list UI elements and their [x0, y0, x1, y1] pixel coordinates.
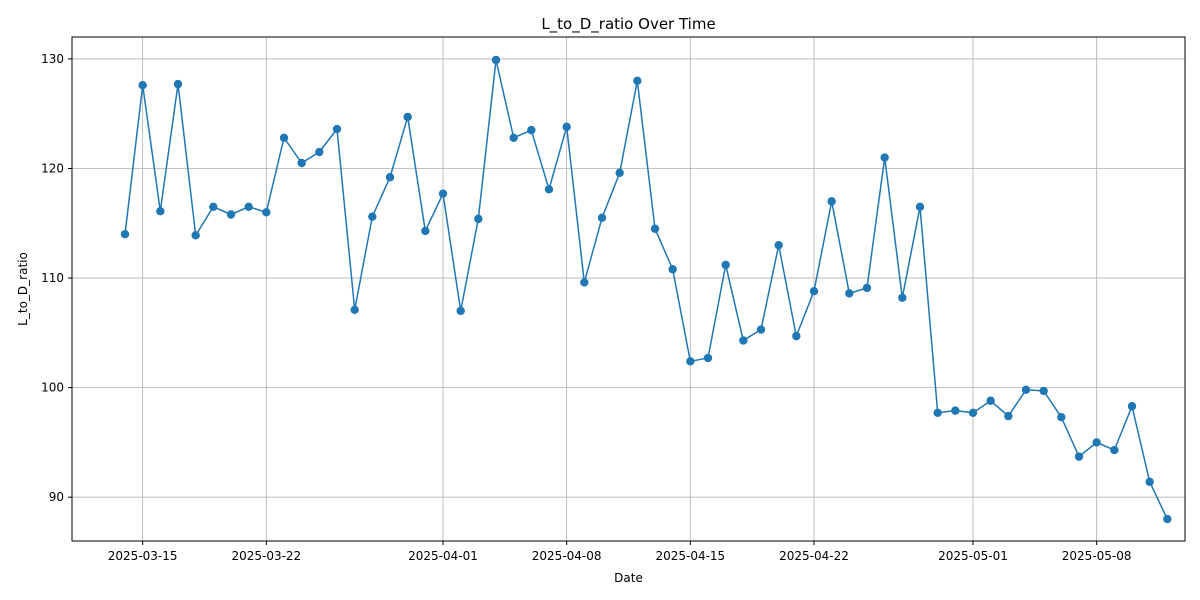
y-tick-label: 130	[41, 52, 64, 66]
y-tick-label: 100	[41, 381, 64, 395]
data-point	[491, 55, 501, 65]
data-point	[721, 260, 730, 270]
data-point	[1127, 402, 1137, 411]
x-axis-label: Date	[614, 571, 643, 585]
data-point	[403, 112, 412, 122]
data-point	[615, 168, 624, 178]
data-point	[509, 133, 518, 142]
data-point	[438, 189, 448, 198]
x-tick-label: 2025-05-01	[938, 549, 1008, 563]
data-point	[951, 406, 960, 415]
data-point	[739, 336, 748, 345]
data-point	[650, 224, 660, 233]
data-point	[1021, 385, 1031, 394]
x-tick-label: 2025-04-01	[408, 549, 478, 563]
data-point	[350, 305, 359, 315]
data-point	[368, 212, 377, 221]
chart-title: L_to_D_ratio Over Time	[541, 15, 715, 34]
x-tick-label: 2025-03-15	[108, 549, 178, 563]
data-point	[244, 202, 253, 212]
data-point	[633, 76, 642, 86]
data-point	[1057, 412, 1066, 422]
series-markers	[120, 55, 1172, 524]
data-point	[1092, 438, 1101, 447]
data-point	[898, 293, 907, 302]
y-axis-ticks: 90 100 110 120 130	[41, 52, 72, 504]
data-point	[915, 202, 925, 212]
data-point	[1074, 452, 1084, 461]
x-tick-label: 2025-04-15	[655, 549, 725, 563]
data-point	[262, 208, 271, 217]
data-point	[138, 81, 147, 90]
data-point	[668, 265, 677, 274]
data-point	[827, 197, 836, 206]
data-point	[845, 289, 854, 298]
data-point	[809, 286, 819, 296]
data-point	[986, 396, 995, 405]
data-point	[1145, 477, 1154, 487]
data-point	[880, 153, 889, 162]
data-point	[421, 226, 430, 236]
data-point	[173, 79, 183, 89]
data-point	[385, 173, 395, 182]
data-point	[332, 124, 342, 134]
data-point	[703, 353, 713, 363]
data-point	[792, 331, 801, 341]
data-point	[597, 213, 607, 222]
data-point	[774, 240, 783, 250]
data-point	[474, 214, 483, 224]
x-tick-label: 2025-05-08	[1062, 549, 1132, 563]
data-point	[862, 283, 872, 293]
data-point	[562, 122, 571, 132]
data-point	[1004, 411, 1013, 421]
data-point	[756, 325, 766, 334]
data-point	[1039, 386, 1048, 396]
data-point	[209, 202, 218, 212]
data-point	[226, 210, 236, 219]
data-point	[279, 133, 289, 142]
data-point	[315, 147, 324, 157]
x-tick-label: 2025-04-08	[532, 549, 602, 563]
data-point	[686, 357, 695, 366]
data-point	[544, 185, 554, 194]
data-point	[191, 231, 200, 240]
plot-area-frame	[71, 36, 1186, 542]
data-point	[968, 408, 978, 418]
data-point	[120, 230, 130, 239]
data-point	[297, 158, 306, 168]
y-tick-label: 120	[41, 161, 64, 175]
y-axis-label: L_to_D_ratio	[16, 252, 30, 326]
data-point	[156, 207, 165, 216]
data-point	[456, 306, 465, 316]
data-point	[527, 125, 536, 135]
y-tick-label: 90	[49, 490, 64, 504]
x-axis-ticks: 2025-03-15 2025-03-22 2025-04-01 2025-04-08…	[108, 541, 1132, 563]
data-point	[580, 278, 589, 287]
data-point	[1110, 445, 1119, 455]
x-tick-label: 2025-03-22	[231, 549, 301, 563]
data-point	[1163, 514, 1172, 524]
x-tick-label: 2025-04-22	[779, 549, 849, 563]
y-tick-label: 110	[41, 271, 64, 285]
data-point	[933, 408, 942, 418]
